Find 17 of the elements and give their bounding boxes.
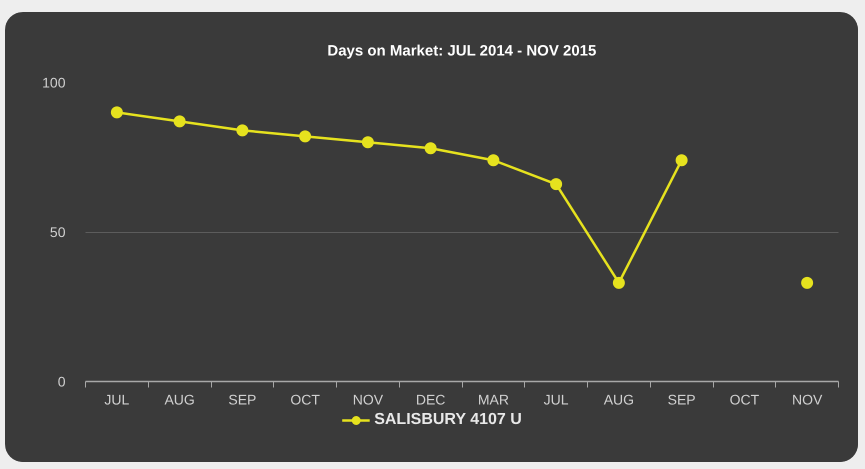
x-tick-label: AUG xyxy=(164,392,195,408)
chart-title: Days on Market: JUL 2014 - NOV 2015 xyxy=(327,42,596,60)
y-tick-label: 0 xyxy=(58,374,66,390)
x-tick-label: JUL xyxy=(104,392,130,408)
x-tick-label: SEP xyxy=(228,392,256,408)
legend-label: SALISBURY 4107 U xyxy=(374,411,522,429)
x-tick-label: OCT xyxy=(730,392,760,408)
x-tick-label: DEC xyxy=(416,392,446,408)
x-tick-label: NOV xyxy=(352,392,384,408)
y-tick-label: 50 xyxy=(50,224,66,240)
x-tick-label: JUL xyxy=(544,392,569,408)
x-tick-label: SEP xyxy=(668,392,696,408)
x-tick-label: NOV xyxy=(792,392,823,408)
x-tick-label: AUG xyxy=(604,392,634,408)
y-tick-label: 100 xyxy=(42,74,66,90)
x-tick-label: MAR xyxy=(478,392,509,408)
x-tick-label: OCT xyxy=(290,392,320,408)
